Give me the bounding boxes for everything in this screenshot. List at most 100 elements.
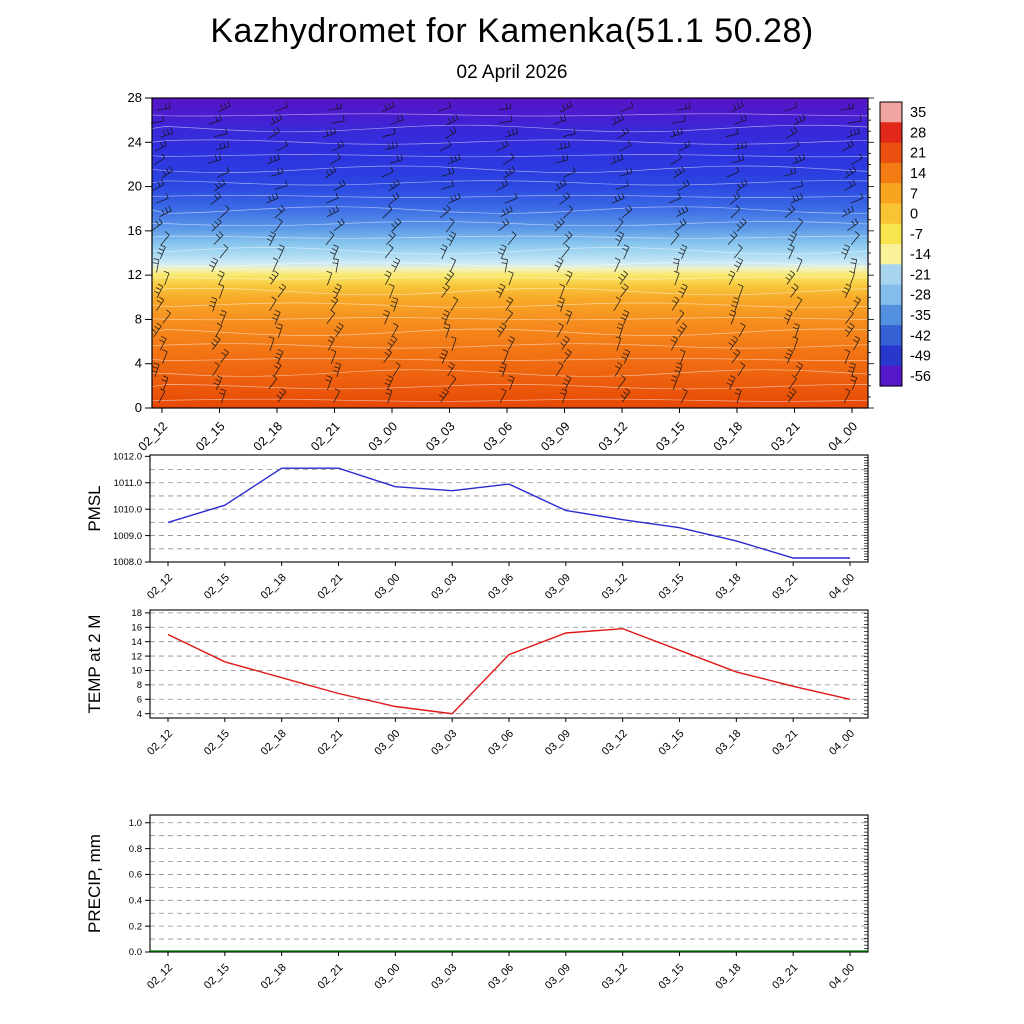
temp-at-2-m-ytick-label: 4: [137, 709, 142, 720]
colorbar-band: [880, 183, 902, 205]
precip-mm-axis-title: PRECIP, mm: [85, 834, 104, 933]
colorbar-band: [880, 244, 902, 265]
colorbar-band: [880, 264, 902, 286]
precip-mm-ytick-label: 1.0: [129, 818, 142, 829]
figure-title: Kazhydromet for Kamenka(51.1 50.28): [210, 12, 814, 50]
temp-at-2-m-ytick-label: 18: [131, 608, 142, 619]
time-tick-label: 04_00: [827, 572, 857, 602]
time-tick-label: 03_09: [543, 572, 573, 602]
time-tick-label: 03_21: [770, 572, 800, 602]
temp-at-2-m-border: [149, 609, 869, 719]
height-tick-label: 24: [128, 134, 142, 149]
time-tick-label: 02_21: [308, 419, 343, 454]
colorbar-band: [880, 122, 902, 144]
time-tick-label: 03_09: [543, 962, 573, 992]
time-tick-label: 02_15: [202, 962, 232, 992]
temp-at-2-m-axis-title: TEMP at 2 M: [85, 615, 104, 714]
pmsl-ytick-label: 1009.0: [113, 531, 142, 542]
time-tick-label: 03_15: [657, 962, 687, 992]
time-tick-label: 03_18: [713, 728, 743, 758]
time-tick-label: 03_12: [600, 572, 630, 602]
time-tick-label: 02_15: [202, 572, 232, 602]
precip-mm-panel: 0.0 0.2 0.4 0.6 0.8 1.0 02_12 02_15 02_18 02_21 03…: [85, 814, 869, 992]
time-tick-label: 03_03: [429, 728, 459, 758]
time-tick-label: 03_00: [372, 962, 402, 992]
colorbar-tick-label: -49: [910, 349, 931, 365]
time-tick-label: 03_15: [657, 572, 687, 602]
temp-at-2-m-ytick-label: 16: [131, 622, 142, 633]
height-tick-label: 4: [135, 356, 142, 371]
colorbar-band: [880, 223, 902, 245]
time-tick-label: 03_00: [372, 572, 402, 602]
pmsl-ytick-label: 1012.0: [113, 452, 142, 463]
time-tick-label: 03_06: [481, 419, 516, 454]
pmsl-ytick-label: 1008.0: [113, 557, 142, 568]
height-tick-label: 8: [135, 311, 142, 326]
pmsl-border: [149, 454, 869, 563]
time-tick-label: 04_00: [826, 419, 861, 454]
temp-at-2-m-ytick-label: 6: [137, 694, 142, 705]
time-tick-label: 03_12: [596, 419, 631, 454]
colorbar-band: [880, 325, 902, 347]
time-tick-label: 02_12: [145, 962, 175, 992]
figure-subtitle: 02 April 2026: [456, 62, 568, 83]
height-tick-label: 20: [128, 179, 142, 194]
time-tick-label: 02_18: [259, 728, 289, 758]
time-tick-label: 03_18: [713, 572, 743, 602]
precip-mm-ytick-label: 0.6: [129, 870, 142, 881]
time-tick-label: 03_21: [770, 728, 800, 758]
pmsl-ytick-label: 1010.0: [113, 504, 142, 515]
colorbar-tick-label: 7: [910, 186, 918, 202]
colorbar-tick-label: -42: [910, 328, 931, 344]
colorbar-border: [879, 101, 903, 387]
time-tick-label: 03_00: [372, 728, 402, 758]
precip-mm-border: [149, 814, 869, 953]
temp-at-2-m-ytick-label: 8: [137, 680, 142, 691]
time-tick-label: 02_21: [316, 962, 346, 992]
time-tick-label: 03_21: [770, 962, 800, 992]
height-tick-label: 16: [128, 223, 142, 238]
colorbar-tick-label: -56: [910, 369, 931, 385]
colorbar-tick-label: -21: [910, 267, 931, 283]
time-tick-label: 02_21: [316, 728, 346, 758]
time-tick-label: 03_00: [366, 419, 401, 454]
height-tick-label: 28: [128, 90, 142, 105]
time-tick-label: 03_21: [768, 419, 803, 454]
temp-at-2-m-ytick-label: 12: [131, 651, 142, 662]
temperature-fill: [152, 98, 868, 408]
colorbar: 35 28 21 14 7 0 -7 -14 -21 -28 -35 -42 -49 -56: [879, 101, 931, 387]
colorbar-tick-label: -7: [910, 227, 923, 243]
colorbar-tick-label: -14: [910, 247, 931, 263]
time-tick-label: 03_09: [543, 728, 573, 758]
time-tick-label: 03_03: [429, 962, 459, 992]
time-tick-label: 03_03: [429, 572, 459, 602]
time-tick-label: 03_06: [486, 572, 516, 602]
time-tick-label: 03_15: [653, 419, 688, 454]
time-tick-label: 03_15: [657, 728, 687, 758]
precip-mm-ytick-label: 0.8: [129, 844, 142, 855]
temp-at-2-m-ytick-label: 10: [131, 666, 142, 677]
time-tick-label: 03_06: [486, 962, 516, 992]
time-tick-label: 02_21: [316, 572, 346, 602]
time-tick-label: 03_03: [423, 419, 458, 454]
time-tick-label: 02_12: [145, 728, 175, 758]
colorbar-band: [880, 365, 902, 387]
temp-at-2-m-line: [167, 627, 851, 715]
precip-mm-ytick-label: 0.0: [129, 947, 142, 958]
colorbar-band: [880, 203, 902, 225]
colorbar-band: [880, 142, 902, 164]
colorbar-tick-label: -28: [910, 288, 931, 304]
time-tick-label: 02_18: [251, 419, 286, 454]
precip-mm-ytick-label: 0.4: [129, 896, 142, 907]
colorbar-band: [880, 345, 902, 367]
height-tick-label: 0: [135, 400, 142, 415]
time-tick-label: 02_18: [259, 962, 289, 992]
colorbar-band: [880, 284, 902, 306]
colorbar-band: [880, 102, 902, 123]
temp-at-2-m-panel: 4 6 8 10 12 14 16 18 02_12 02_15 02_18 02_21 03_00 03…: [85, 608, 869, 758]
colorbar-tick-label: -35: [910, 308, 931, 324]
time-tick-label: 02_12: [136, 419, 171, 454]
height-tick-label: 12: [128, 267, 142, 282]
time-tick-label: 02_12: [145, 572, 175, 602]
